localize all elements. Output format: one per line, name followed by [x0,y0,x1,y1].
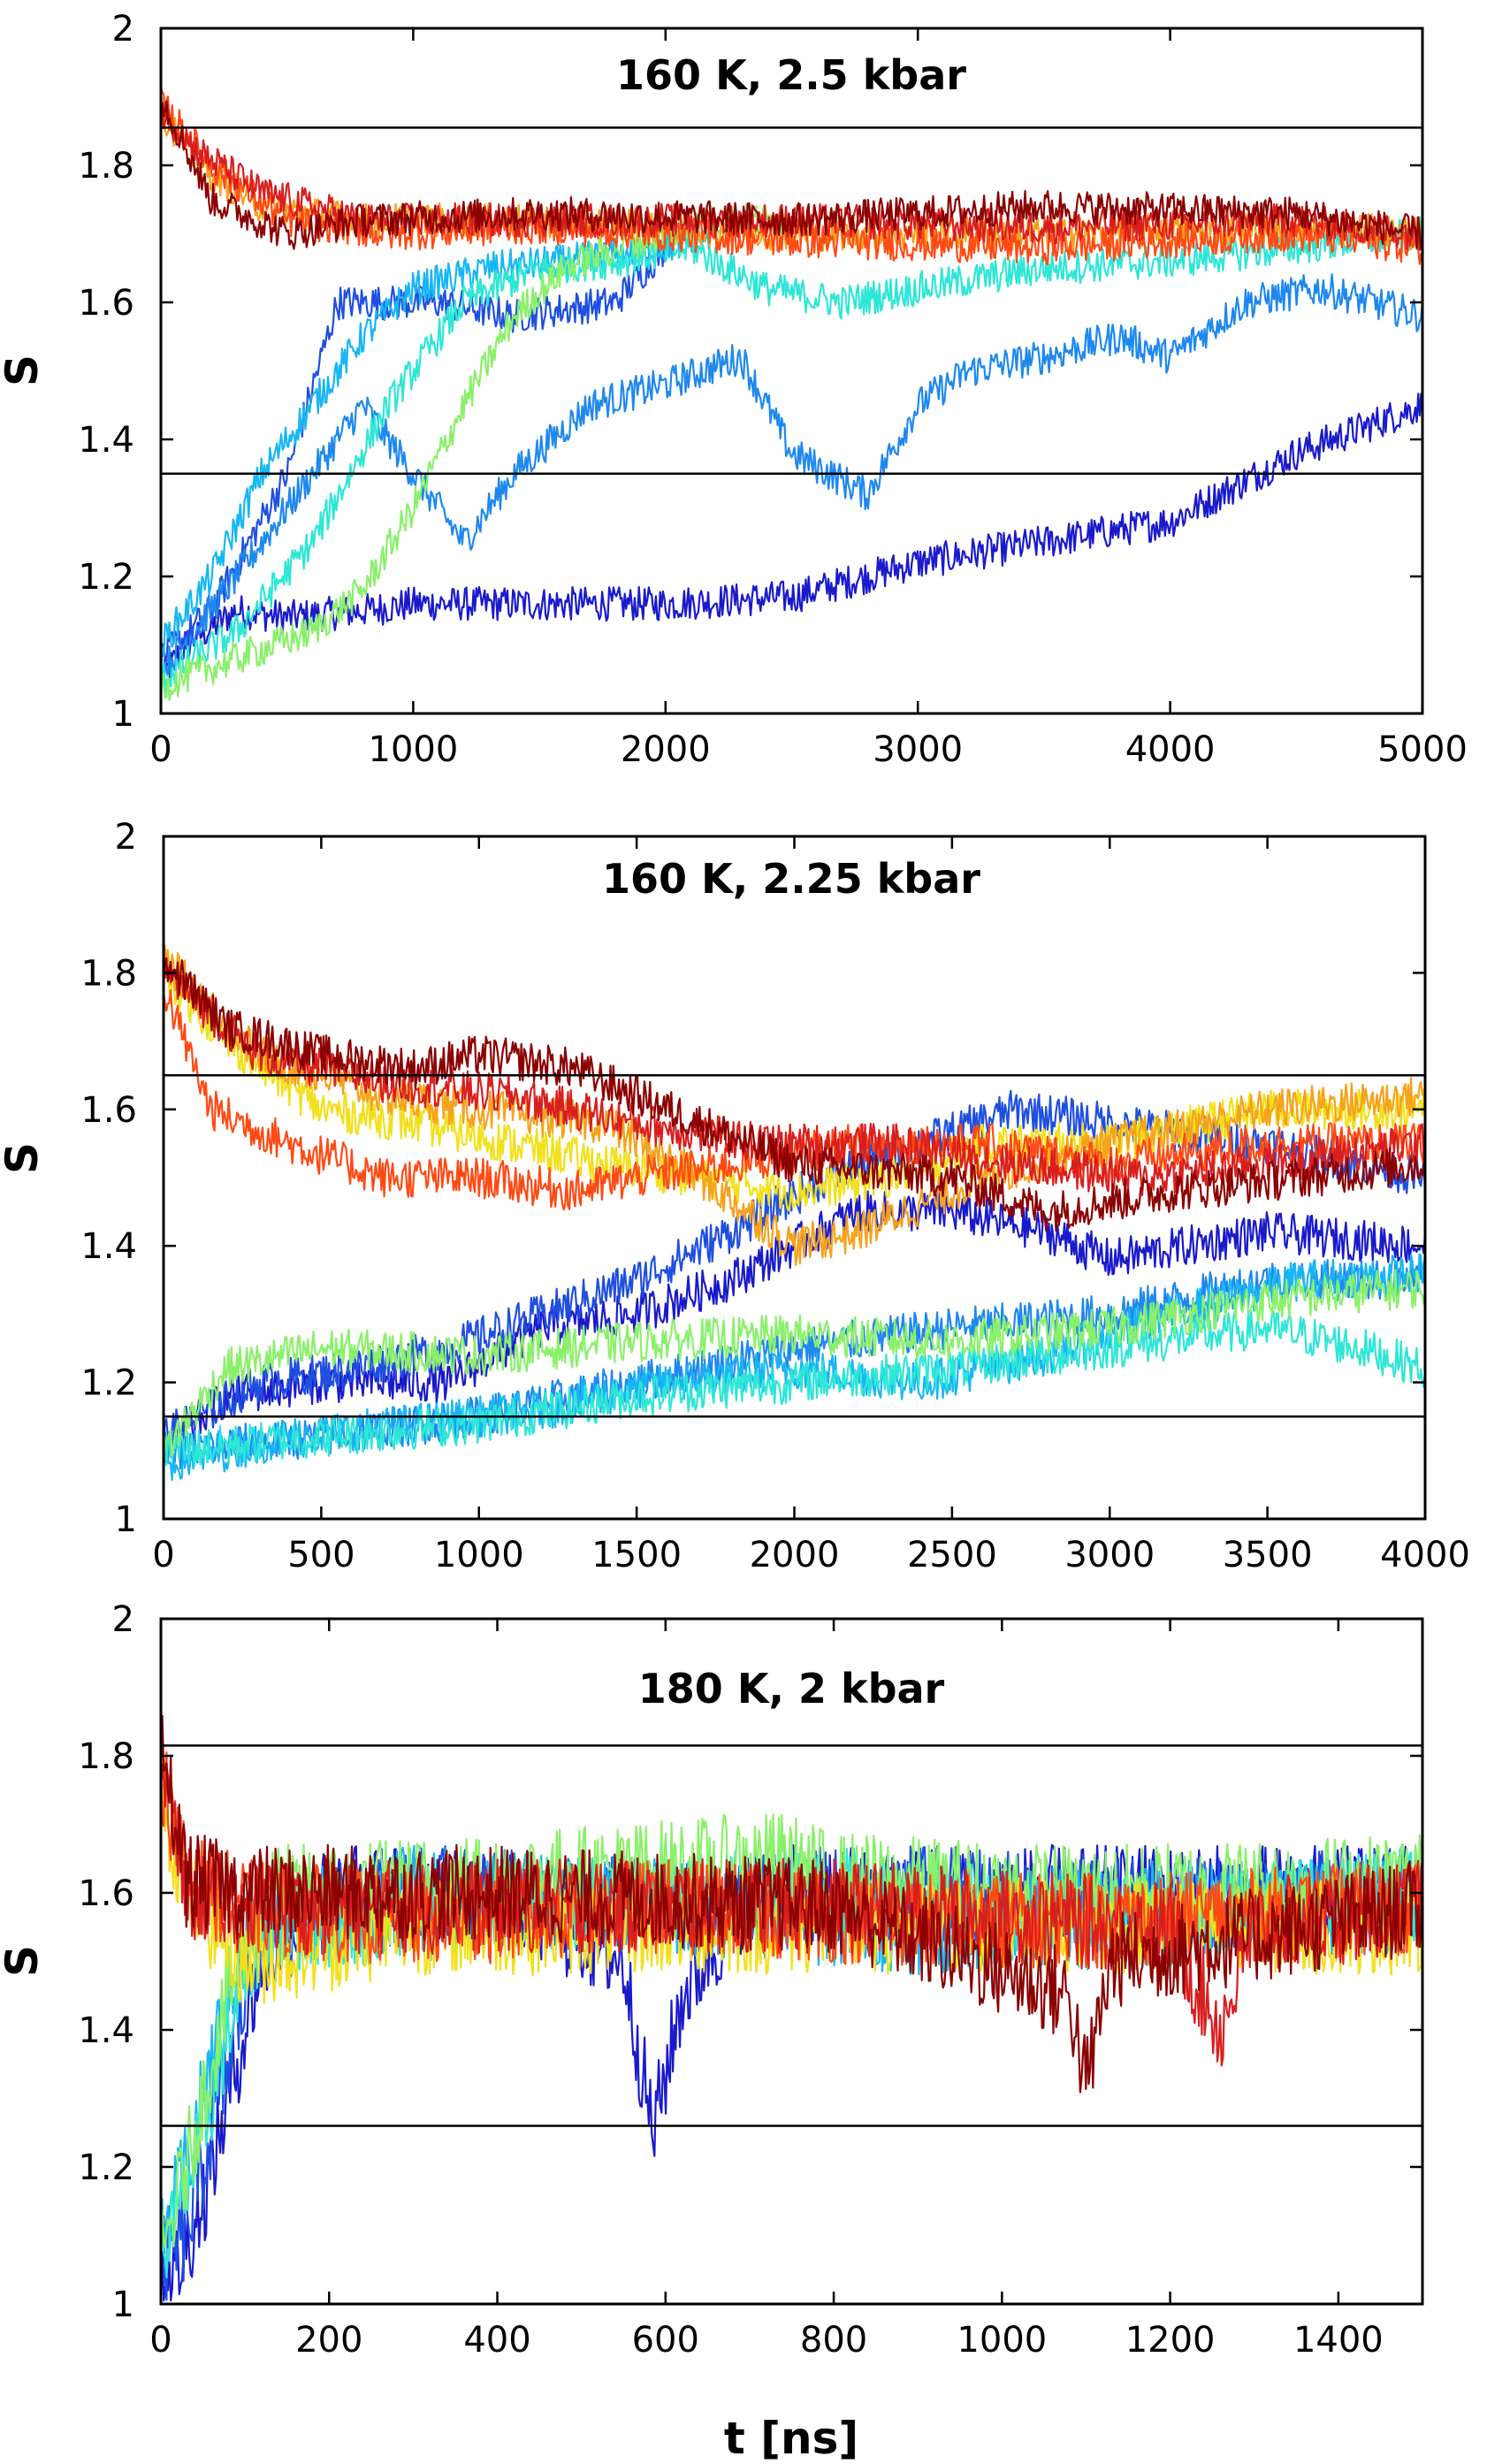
panel-2-ytick-label: 1 [115,1499,137,1540]
panel-2-xtick-label: 1500 [591,1535,682,1575]
panel-1-series-run2 [159,238,667,675]
panel-1-xtick-label: 2000 [621,729,711,770]
panel-2-ytick-label: 1.2 [80,1363,137,1404]
panel-3-series-run9 [160,1714,1424,2094]
panel-1-series-run6 [159,202,793,701]
panel-1-xtick-label: 1000 [369,729,459,770]
panel-2-title: 160 K, 2.25 kbar [602,855,980,903]
panel-3: 0 200 400 600 800 1000 1200 140011.21.41.61.82 … [0,1599,1424,2361]
panel-1-ytick-label: 1.6 [78,283,134,324]
panel-3-xtick-label: 1400 [1293,2320,1384,2361]
panel-2-ytick-label: 1.6 [80,1090,137,1131]
panel-3-ylabel: S [0,1945,48,1977]
panel-1-xtick-label: 0 [149,729,172,770]
panel-1-xtick-label: 5000 [1377,729,1468,770]
panel-1-ylabel: S [0,355,48,386]
panel-2-ytick-label: 1.4 [80,1226,137,1267]
panel-1-ytick-label: 1 [112,694,134,735]
panel-3-ytick-label: 1.4 [78,2010,134,2051]
panel-2-ylabel: S [0,1142,48,1174]
panel-3-series [159,1714,1424,2302]
x-axis-title: t [ns] [724,2413,858,2464]
panel-1-ytick-label: 1.4 [78,420,134,461]
panel-2-xtick-label: 1000 [434,1535,524,1575]
panel-3-xtick-label: 400 [463,2320,530,2361]
panel-3-xtick-label: 600 [632,2320,699,2361]
panel-1-series [159,87,1424,701]
panel-2-series-run4 [162,1253,1427,1481]
panel-2-series-run10 [162,963,1427,1197]
panel-2-ticks: 0 500 1000 1500 2000 2500 3000 3500 4000 1 1.2 1.4 1… [80,817,1470,1575]
panel-3-xtick-label: 0 [149,2320,172,2361]
panel-2-xtick-label: 0 [152,1535,174,1575]
panel-2-series-run6 [162,1269,1427,1457]
panel-2-xtick-label: 3000 [1064,1535,1155,1575]
panel-3-ytick-label: 1 [112,2285,134,2325]
panel-1-ytick-label: 2 [112,9,134,50]
panel-2-series-run9 [162,989,1427,1211]
panel-2-xtick-label: 2500 [907,1535,997,1575]
panel-2-ytick-label: 2 [115,817,137,858]
panel-1-ticks: 0 1000 2000 3000 4000 5000 1 1.2 1.4 1.6 1.8 2 [78,9,1468,770]
panel-3-ytick-label: 1.2 [78,2147,134,2188]
panel-3-xtick-label: 1200 [1125,2320,1216,2361]
panel-1-xtick-label: 3000 [873,729,963,770]
panel-3-series-run8 [159,1764,1424,2067]
panel-1-series-run10 [159,100,1424,250]
panel-1-series-run8 [159,87,1423,266]
panel-3-ytick-label: 1.6 [78,1873,134,1914]
panel-2-xtick-label: 2000 [750,1535,840,1575]
panel-2: 0 500 1000 1500 2000 2500 3000 3500 4000 1 1.2 1.4 1… [0,817,1470,1575]
panel-3-xtick-label: 200 [295,2320,362,2361]
panel-2-series-run8 [162,942,1426,1266]
panel-3-frame [159,1617,1424,2306]
panel-1-ytick-label: 1.8 [78,146,134,187]
panel-3-xtick-label: 800 [800,2320,867,2361]
panel-3-ticks: 0 200 400 600 800 1000 1200 1400 1 1.2 1.4 1.6 1.8 2 [78,1599,1422,2361]
panel-2-series-run5 [162,1308,1427,1468]
panel-2-series [162,942,1427,1481]
panel-1-series-run5 [159,216,1423,693]
panel-2-series-run7 [162,957,1427,1212]
panel-2-xtick-label: 500 [287,1535,355,1575]
panel-1-ytick-label: 1.2 [78,557,134,598]
panel-3-series-run7 [159,1751,1424,1969]
panel-1-xtick-label: 4000 [1125,729,1216,770]
panel-1-series-run3 [159,273,1424,690]
panel-1-series-run1 [159,393,1424,685]
panel-1: 0 1000 2000 3000 4000 5000 1 1.2 1.4 1.6 1.8 2 160 … [0,9,1468,770]
panel-3-series-run5 [159,1813,1424,2248]
panel-2-ytick-label: 1.8 [80,953,137,994]
panel-3-title: 180 K, 2 kbar [638,1665,945,1713]
panel-1-title: 160 K, 2.5 kbar [616,51,966,99]
panel-2-xtick-label: 3500 [1223,1535,1313,1575]
panel-3-ytick-label: 2 [112,1599,134,1640]
panel-1-frame [159,27,1424,715]
panel-3-ytick-label: 1.8 [78,1736,134,1777]
panel-3-xtick-label: 1000 [957,2320,1047,2361]
panel-2-xtick-label: 4000 [1380,1535,1470,1575]
